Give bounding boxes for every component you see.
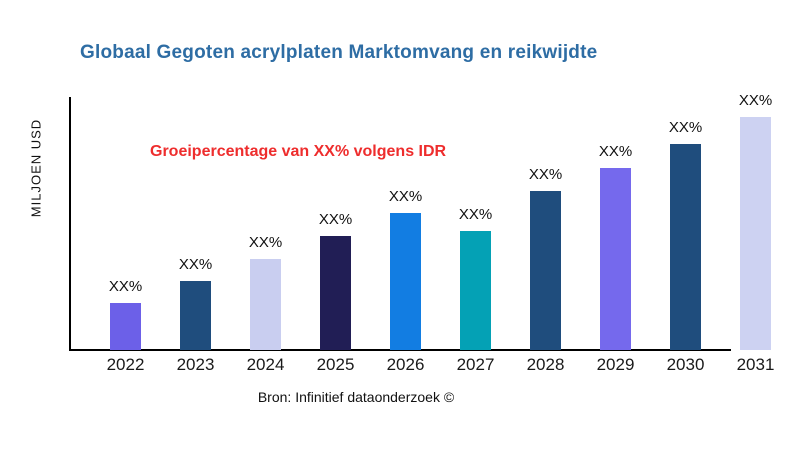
bar-value-label-2031: XX% bbox=[738, 92, 773, 109]
x-axis-line bbox=[69, 349, 731, 351]
bar-2028 bbox=[530, 191, 561, 350]
chart-title: Globaal Gegoten acrylplaten Marktomvang … bbox=[80, 42, 598, 63]
bar-value-label-2025: XX% bbox=[318, 211, 353, 228]
x-tick-label-2028: 2028 bbox=[526, 355, 565, 374]
x-tick-label-2029: 2029 bbox=[596, 355, 635, 374]
bar-value-label-2028: XX% bbox=[528, 166, 563, 183]
bar-value-label-2029: XX% bbox=[598, 143, 633, 160]
source-note: Bron: Infinitief dataonderzoek © bbox=[257, 389, 455, 405]
bar-value-label-2027: XX% bbox=[458, 206, 493, 223]
growth-rate-annotation: Groeipercentage van XX% volgens IDR bbox=[150, 143, 447, 160]
bar-2027 bbox=[460, 231, 491, 350]
bar-2029 bbox=[600, 168, 631, 350]
bar-2026 bbox=[390, 213, 421, 350]
bar-value-label-2023: XX% bbox=[178, 256, 213, 273]
bar-value-label-2022: XX% bbox=[108, 278, 143, 295]
y-axis-line bbox=[69, 97, 71, 351]
bar-value-label-2024: XX% bbox=[248, 234, 283, 251]
bar-2030 bbox=[670, 144, 701, 350]
x-tick-label-2026: 2026 bbox=[386, 355, 425, 374]
x-tick-label-2023: 2023 bbox=[176, 355, 215, 374]
y-axis-label: MILJOEN USD bbox=[28, 118, 44, 218]
x-tick-label-2027: 2027 bbox=[456, 355, 495, 374]
bar-2024 bbox=[250, 259, 281, 350]
bar-2023 bbox=[180, 281, 211, 350]
x-tick-label-2030: 2030 bbox=[666, 355, 705, 374]
x-tick-label-2031: 2031 bbox=[736, 355, 775, 374]
x-tick-label-2024: 2024 bbox=[246, 355, 285, 374]
bar-value-label-2030: XX% bbox=[668, 119, 703, 136]
bar-2025 bbox=[320, 236, 351, 350]
bar-value-label-2026: XX% bbox=[388, 188, 423, 205]
bar-2022 bbox=[110, 303, 141, 350]
x-tick-label-2025: 2025 bbox=[316, 355, 355, 374]
bar-2031 bbox=[740, 117, 771, 350]
x-tick-label-2022: 2022 bbox=[106, 355, 145, 374]
